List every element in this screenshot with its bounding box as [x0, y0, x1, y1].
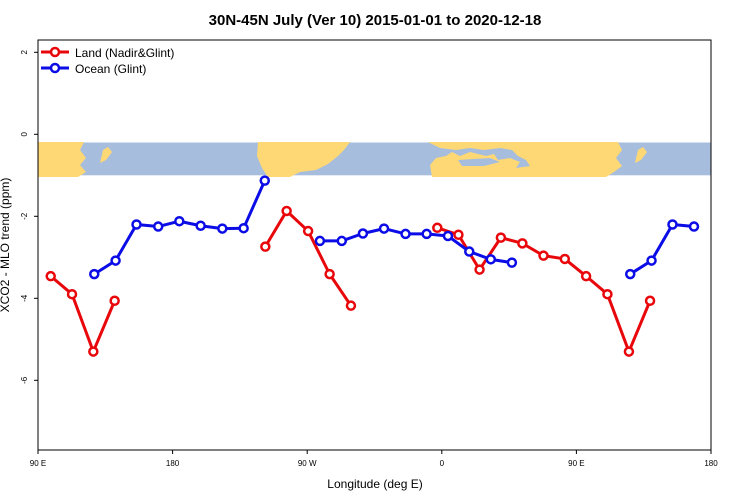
map-inland-seas [458, 150, 510, 166]
y-tick-label: -4 [20, 294, 29, 302]
series-line [49, 275, 117, 354]
data-point [281, 205, 292, 217]
legend-item-ocean: Ocean (Glint) [41, 62, 146, 76]
legend-marker-ocean [49, 62, 61, 74]
data-point [485, 254, 497, 265]
data-point [66, 288, 78, 300]
data-point [474, 264, 485, 275]
data-point [688, 221, 700, 232]
data-point [602, 288, 613, 300]
data-point [314, 235, 326, 247]
series-layer [45, 175, 700, 357]
data-point [357, 228, 369, 239]
chart-title: 30N-45N July (Ver 10) 2015-01-01 to 2020… [209, 12, 542, 29]
data-point [644, 295, 656, 307]
series-line [629, 223, 695, 276]
legend-marker-land [49, 46, 61, 58]
series-land [45, 205, 656, 357]
data-point [195, 220, 206, 231]
map-land [38, 142, 647, 177]
x-tick-label: 90 W [298, 459, 317, 468]
data-point [517, 238, 528, 249]
data-point [260, 241, 271, 252]
data-point [624, 268, 636, 280]
y-tick-label: 0 [20, 132, 29, 137]
data-point [442, 230, 454, 242]
data-point [421, 228, 432, 240]
data-point [174, 215, 185, 227]
data-point [432, 222, 443, 234]
x-tick-label: 90 E [30, 459, 46, 468]
data-point [302, 225, 314, 237]
data-point [324, 268, 335, 280]
y-axis: 2 0 -2 -4 -6 [20, 50, 38, 384]
data-point [506, 257, 518, 268]
data-point [217, 223, 228, 234]
data-point [45, 270, 56, 282]
data-point [538, 250, 549, 261]
x-axis: 90 E 180 90 W 0 90 E 180 [30, 450, 718, 468]
data-point [259, 175, 271, 186]
data-point [495, 232, 507, 243]
data-point [336, 235, 348, 247]
data-point [623, 346, 635, 357]
data-point [378, 223, 390, 234]
data-point [559, 253, 571, 265]
data-point [646, 255, 657, 266]
data-point [667, 219, 678, 230]
data-point [400, 228, 411, 240]
data-point [88, 346, 99, 357]
y-tick-label: -2 [20, 212, 29, 220]
x-tick-label: 180 [704, 459, 718, 468]
series-ocean [89, 175, 700, 280]
data-point [89, 268, 100, 280]
y-tick-label: -6 [20, 376, 29, 384]
legend-label-ocean: Ocean (Glint) [75, 62, 146, 76]
data-point [580, 270, 592, 282]
data-point [152, 221, 164, 232]
data-point [464, 246, 475, 257]
y-tick-label: 2 [20, 50, 29, 55]
data-point [131, 219, 142, 230]
x-tick-label: 90 E [568, 459, 584, 468]
data-point [110, 255, 121, 266]
data-point [238, 222, 249, 234]
x-tick-label: 0 [440, 459, 445, 468]
plot-frame [37, 39, 712, 451]
legend-label-land: Land (Nadir&Glint) [75, 46, 174, 60]
world-map-band [38, 142, 711, 177]
x-axis-label: Longitude (deg E) [327, 477, 422, 491]
legend: Land (Nadir&Glint) Ocean (Glint) [41, 46, 174, 76]
y-axis-label: XCO2 - MLO trend (ppm) [0, 178, 12, 313]
series-line [319, 227, 513, 265]
data-point [109, 295, 120, 307]
data-point [453, 229, 464, 240]
x-tick-label: 180 [166, 459, 180, 468]
data-point [345, 300, 357, 311]
legend-item-land: Land (Nadir&Glint) [41, 46, 174, 60]
series-line [264, 209, 353, 307]
